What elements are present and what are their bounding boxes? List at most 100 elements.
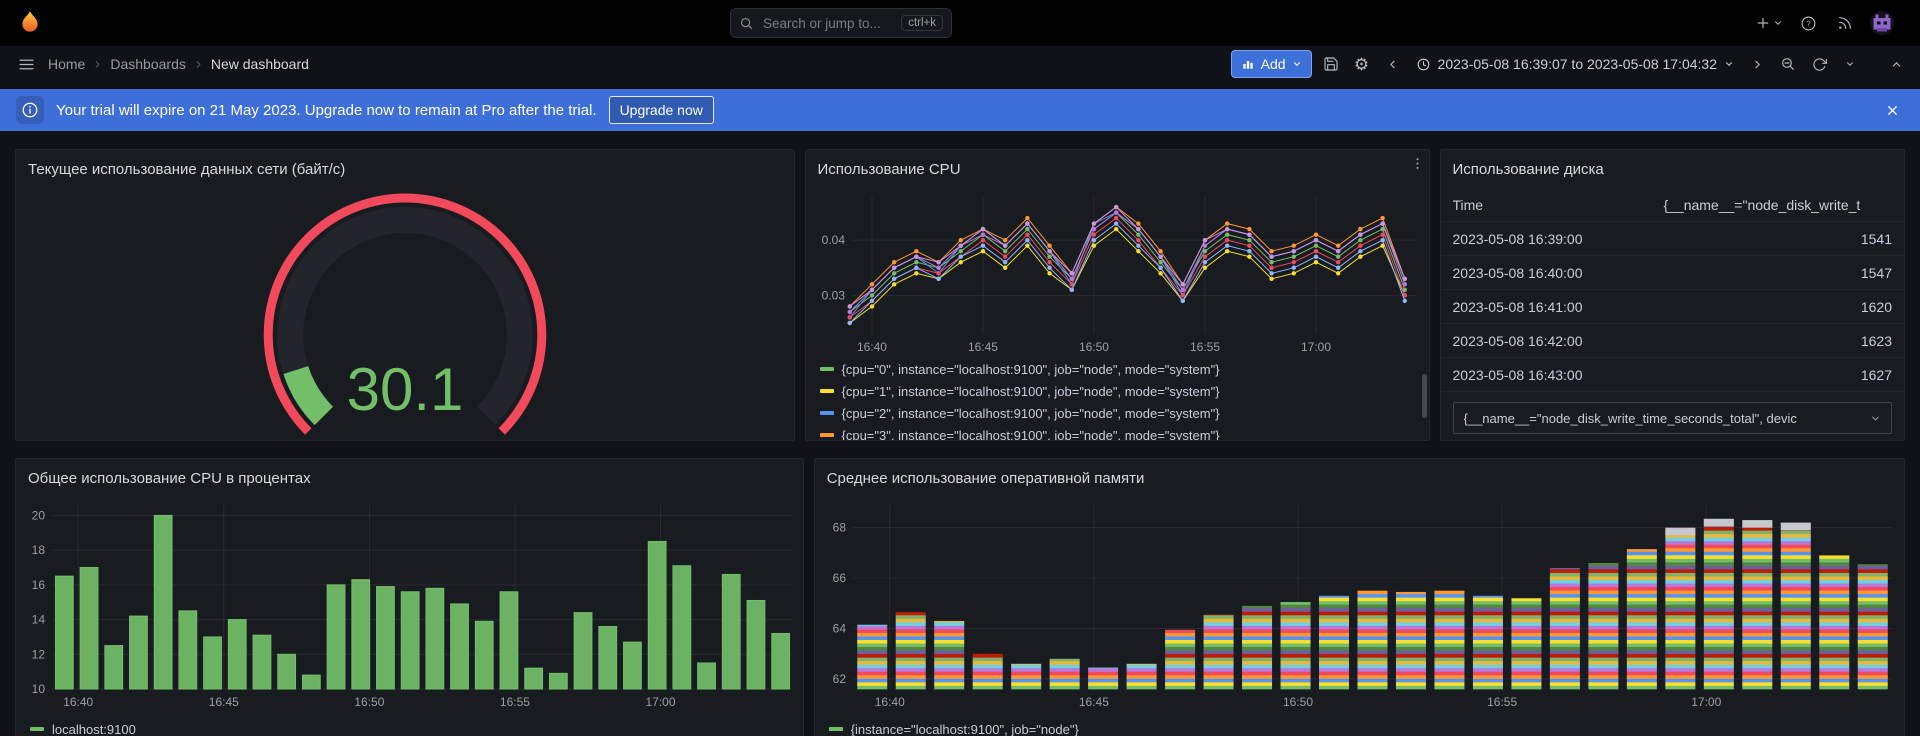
legend-item[interactable]: {instance="localhost:9100", job="node"}: [815, 719, 1904, 736]
trial-message: Your trial will expire on 21 May 2023. U…: [56, 101, 597, 119]
upgrade-now-button[interactable]: Upgrade now: [608, 96, 714, 124]
legend-label: {cpu="2", instance="localhost:9100", job…: [841, 405, 1220, 421]
hamburger-icon: [18, 59, 34, 69]
legend-color-marker: [819, 411, 834, 415]
top-navbar: ctrl+k ?: [0, 0, 1920, 46]
topnav-actions: ?: [1755, 10, 1906, 36]
panel-title[interactable]: Использование диска: [1452, 160, 1604, 178]
metric-select[interactable]: {__name__="node_disk_write_time_seconds_…: [1452, 402, 1893, 434]
svg-text:17:00: 17:00: [1300, 340, 1330, 354]
search-input[interactable]: [761, 14, 895, 32]
svg-text:10: 10: [32, 682, 46, 696]
chevron-down-icon: [1870, 413, 1881, 424]
table-cell-time: 2023-05-08 16:39:00: [1452, 230, 1583, 247]
panel-menu-kebab-icon[interactable]: [1410, 156, 1425, 171]
chevron-right-icon: [92, 59, 103, 70]
legend-color-marker: [819, 367, 834, 371]
zoom-out-button[interactable]: [1776, 51, 1800, 77]
svg-text:12: 12: [32, 647, 46, 661]
svg-text:16: 16: [32, 578, 46, 592]
panel-title[interactable]: Использование CPU: [817, 160, 961, 178]
cpu-legend-list: {cpu="0", instance="localhost:9100", job…: [806, 358, 1429, 440]
grafana-logo-icon[interactable]: [14, 7, 46, 39]
panel-network-usage: Текущее использование данных сети (байт/…: [15, 149, 795, 441]
refresh-icon: [1812, 57, 1827, 71]
legend-color-marker: [30, 727, 44, 731]
panel-title[interactable]: Текущее использование данных сети (байт/…: [28, 160, 346, 178]
save-dashboard-button[interactable]: [1319, 51, 1343, 77]
dashboard-settings-button[interactable]: ⚙: [1350, 51, 1374, 77]
legend-item[interactable]: {cpu="0", instance="localhost:9100", job…: [819, 358, 1429, 380]
time-range-label: 2023-05-08 16:39:07 to 2023-05-08 17:04:…: [1437, 56, 1717, 72]
time-shift-back-button[interactable]: [1381, 51, 1405, 77]
legend-scrollbar[interactable]: [1421, 374, 1427, 418]
legend-color-marker: [828, 727, 843, 731]
time-shift-forward-button[interactable]: [1745, 51, 1769, 77]
metric-select-value: {__name__="node_disk_write_time_seconds_…: [1463, 410, 1797, 426]
table-cell-value: 1620: [1860, 298, 1893, 315]
legend-item[interactable]: {cpu="3", instance="localhost:9100", job…: [819, 424, 1429, 440]
breadcrumb: Home Dashboards New dashboard: [48, 56, 309, 72]
legend-color-marker: [819, 433, 834, 437]
search-box[interactable]: ctrl+k: [730, 8, 952, 38]
panel-header: Общее использование CPU в процентах: [16, 459, 803, 497]
help-icon: ?: [1801, 16, 1815, 30]
disk-table: Time {__name__="node_disk_write_t 2023-05-…: [1440, 188, 1905, 392]
dashboard-grid: Текущее использование данных сети (байт/…: [0, 131, 1920, 736]
user-avatar[interactable]: [1870, 11, 1894, 35]
table-row: 2023-05-08 16:42:00 1623: [1440, 324, 1905, 358]
svg-text:16:45: 16:45: [209, 695, 239, 709]
panel-header: Текущее использование данных сети (байт/…: [16, 150, 794, 188]
news-button[interactable]: [1833, 10, 1857, 36]
legend-item[interactable]: {cpu="1", instance="localhost:9100", job…: [819, 380, 1429, 402]
add-panel-button[interactable]: Add: [1230, 50, 1312, 78]
table-header-row: Time {__name__="node_disk_write_t: [1440, 188, 1905, 222]
graph-bar-icon: [1242, 61, 1253, 69]
collapse-controls-button[interactable]: [1884, 51, 1908, 77]
breadcrumb-home[interactable]: Home: [48, 56, 86, 72]
breadcrumb-dashboards[interactable]: Dashboards: [110, 56, 186, 72]
table-cell-time: 2023-05-08 16:43:00: [1452, 366, 1583, 383]
breadcrumb-current: New dashboard: [210, 56, 309, 72]
dashboard-toolbar: Home Dashboards New dashboard Add ⚙: [0, 46, 1920, 82]
search-icon: [739, 16, 754, 31]
cpu-total-bar-chart[interactable]: 10 12 14 16 18 20 16:40 16:45 16:50 16:55 17:00: [16, 497, 803, 713]
table-cell-value: {__name__="node_disk_write_t: [1663, 196, 1861, 213]
refresh-interval-button[interactable]: [1838, 51, 1862, 77]
banner-close-button[interactable]: [1880, 97, 1904, 123]
chevron-down-icon: [1293, 62, 1300, 66]
shortcut-badge: ctrl+k: [901, 15, 943, 31]
memory-stacked-chart[interactable]: 62 64 66 68 16:40 16:45 16:50 16:55 17:00: [815, 497, 1904, 713]
svg-text:16:40: 16:40: [856, 340, 886, 354]
cpu-line-chart[interactable]: 0.03 0.04 16:40 16:45 16:50 16:55 17:00: [806, 188, 1429, 358]
legend-item[interactable]: localhost:9100: [16, 719, 803, 736]
info-icon: [16, 96, 44, 124]
help-button[interactable]: ?: [1796, 10, 1820, 36]
table-cell-time: 2023-05-08 16:40:00: [1452, 264, 1583, 281]
save-icon: [1323, 57, 1338, 71]
panel-title[interactable]: Среднее использование оперативной памяти: [826, 469, 1145, 487]
panel-title[interactable]: Общее использование CPU в процентах: [28, 469, 311, 487]
network-gauge[interactable]: 30.1: [16, 188, 794, 440]
svg-text:16:55: 16:55: [1189, 340, 1219, 354]
svg-text:0.04: 0.04: [821, 233, 845, 247]
new-menu-button[interactable]: [1755, 10, 1783, 36]
table-row: 2023-05-08 16:40:00 1547: [1440, 256, 1905, 290]
time-range-picker[interactable]: 2023-05-08 16:39:07 to 2023-05-08 17:04:…: [1412, 50, 1738, 78]
svg-text:14: 14: [32, 613, 46, 627]
legend-label: {cpu="0", instance="localhost:9100", job…: [841, 361, 1220, 377]
legend-item[interactable]: {cpu="2", instance="localhost:9100", job…: [819, 402, 1429, 424]
menu-toggle-button[interactable]: [14, 51, 38, 77]
plus-icon: [1757, 17, 1769, 29]
trial-banner: Your trial will expire on 21 May 2023. U…: [0, 89, 1920, 131]
refresh-button[interactable]: [1807, 51, 1831, 77]
table-row: 2023-05-08 16:41:00 1620: [1440, 290, 1905, 324]
table-cell-time: Time: [1452, 196, 1484, 213]
chevron-down-icon: [1775, 21, 1781, 25]
chevron-down-icon: [1726, 62, 1732, 66]
chevron-left-icon: [1390, 60, 1395, 68]
table-cell-value: 1547: [1860, 264, 1893, 281]
zoom-out-icon: [1782, 58, 1794, 70]
legend-label: {instance="localhost:9100", job="node"}: [850, 721, 1079, 736]
svg-text:68: 68: [832, 521, 846, 535]
